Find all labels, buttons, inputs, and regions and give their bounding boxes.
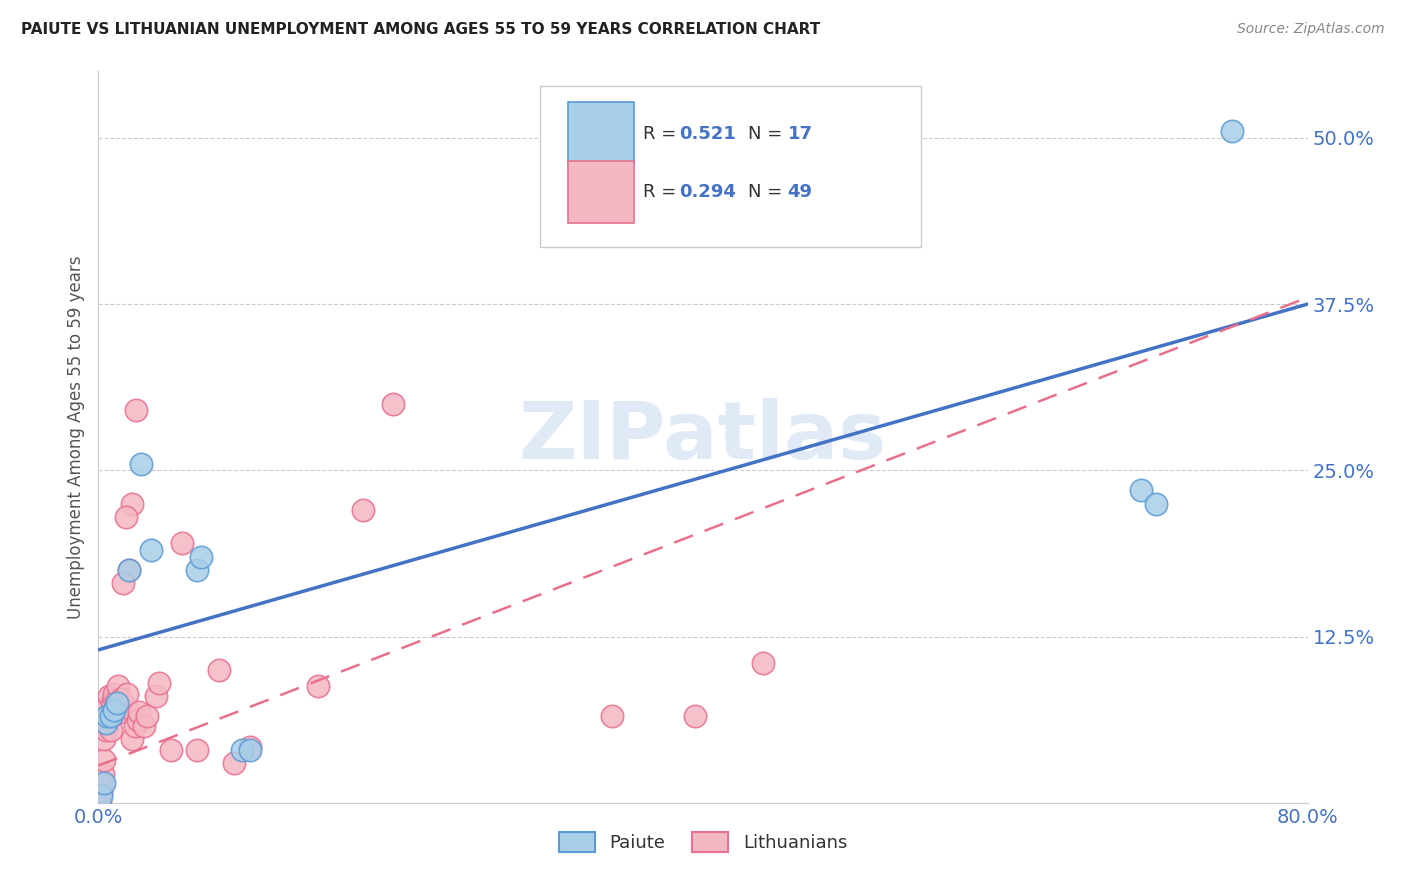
Point	[186, 742, 208, 756]
Point	[103, 703, 125, 717]
Text: N =: N =	[748, 125, 787, 143]
Point	[94, 716, 117, 731]
Point	[107, 679, 129, 693]
Point	[190, 549, 212, 564]
Point	[98, 690, 121, 704]
Point	[111, 576, 134, 591]
Point	[170, 536, 193, 550]
Point	[135, 709, 157, 723]
Point	[231, 742, 253, 756]
FancyBboxPatch shape	[540, 86, 921, 247]
Point	[105, 706, 128, 720]
Point	[93, 731, 115, 746]
Text: 49: 49	[787, 183, 813, 201]
Point	[90, 785, 112, 799]
Point	[118, 563, 141, 577]
Point	[93, 776, 115, 790]
Point	[105, 696, 128, 710]
Point	[94, 723, 117, 737]
Point	[115, 687, 138, 701]
Point	[94, 716, 117, 731]
Point	[100, 723, 122, 737]
Y-axis label: Unemployment Among Ages 55 to 59 years: Unemployment Among Ages 55 to 59 years	[66, 255, 84, 619]
Text: Source: ZipAtlas.com: Source: ZipAtlas.com	[1237, 22, 1385, 37]
Point	[93, 753, 115, 767]
Text: N =: N =	[748, 183, 787, 201]
Point	[685, 709, 707, 723]
Point	[90, 776, 112, 790]
Text: 17: 17	[787, 125, 813, 143]
Point	[124, 719, 146, 733]
Point	[307, 679, 329, 693]
Text: 0.294: 0.294	[679, 183, 735, 201]
Point	[121, 497, 143, 511]
Point	[118, 563, 141, 577]
Point	[89, 793, 111, 807]
Point	[125, 403, 148, 417]
Text: 0.521: 0.521	[679, 125, 735, 143]
Point	[96, 700, 118, 714]
Point	[103, 687, 125, 701]
Point	[103, 692, 125, 706]
Point	[96, 709, 118, 723]
Point	[186, 563, 208, 577]
Point	[101, 706, 124, 720]
Point	[352, 503, 374, 517]
Point	[128, 706, 150, 720]
Point	[114, 509, 136, 524]
Text: R =: R =	[643, 125, 682, 143]
Point	[145, 690, 167, 704]
Point	[1144, 497, 1167, 511]
Point	[1130, 483, 1153, 498]
Point	[239, 742, 262, 756]
Point	[752, 656, 775, 670]
Text: PAIUTE VS LITHUANIAN UNEMPLOYMENT AMONG AGES 55 TO 59 YEARS CORRELATION CHART: PAIUTE VS LITHUANIAN UNEMPLOYMENT AMONG …	[21, 22, 820, 37]
Point	[100, 709, 122, 723]
Point	[105, 692, 128, 706]
Point	[129, 457, 152, 471]
Point	[239, 739, 262, 754]
Point	[1220, 124, 1243, 138]
Point	[96, 709, 118, 723]
Point	[121, 731, 143, 746]
Point	[110, 706, 132, 720]
Point	[602, 709, 624, 723]
Point	[224, 756, 246, 770]
Point	[127, 714, 149, 728]
Point	[91, 766, 114, 780]
Point	[208, 663, 231, 677]
Text: R =: R =	[643, 183, 682, 201]
Text: ZIPatlas: ZIPatlas	[519, 398, 887, 476]
Point	[101, 698, 124, 712]
Point	[141, 543, 163, 558]
Point	[382, 397, 405, 411]
FancyBboxPatch shape	[568, 103, 634, 165]
Point	[110, 692, 132, 706]
Point	[114, 700, 136, 714]
Point	[90, 789, 112, 804]
FancyBboxPatch shape	[568, 161, 634, 223]
Legend: Paiute, Lithuanians: Paiute, Lithuanians	[551, 824, 855, 860]
Point	[160, 742, 183, 756]
Point	[100, 709, 122, 723]
Point	[132, 719, 155, 733]
Point	[148, 676, 170, 690]
